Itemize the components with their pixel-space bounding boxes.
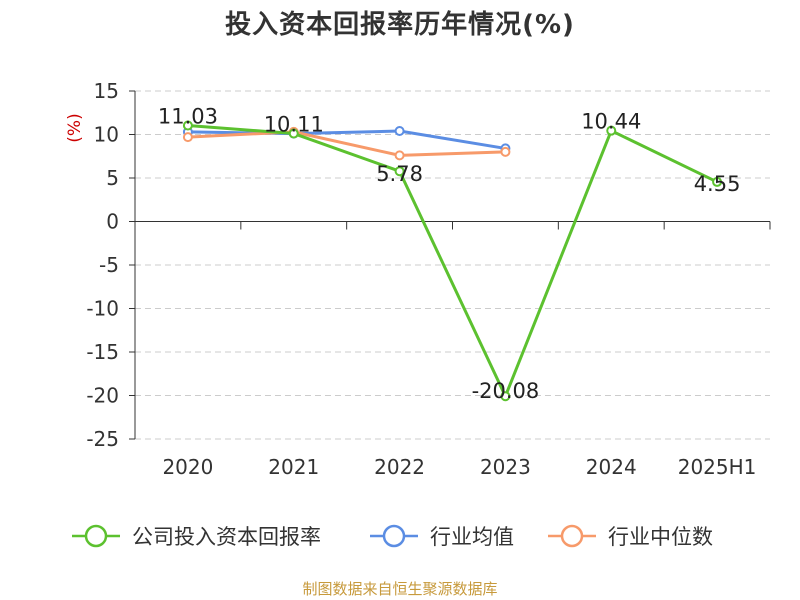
legend-label: 行业均值 — [430, 525, 514, 549]
data-point — [606, 125, 617, 136]
legend-marker — [560, 524, 584, 548]
y-tick-label: -15 — [86, 340, 119, 364]
series-line-0 — [187, 124, 718, 398]
y-tick-label: 10 — [94, 123, 119, 147]
y-axis-label: (%) — [65, 113, 85, 142]
data-point — [712, 176, 723, 187]
data-point — [182, 120, 193, 131]
x-tick-label: 2021 — [268, 455, 319, 479]
data-point — [394, 166, 405, 177]
y-tick-label: 15 — [94, 79, 119, 103]
data-label: 4.55 — [694, 172, 741, 196]
y-tick-label: -20 — [86, 384, 119, 408]
data-label: 5.78 — [376, 162, 423, 186]
data-point — [394, 126, 405, 137]
line-chart: 15 10 5 0 -5 -10 -15 -20 -25 2020 2021 2022 2023 2024… — [65, 79, 771, 549]
data-point — [500, 391, 511, 402]
data-labels: 11.03 10.11 5.78 -20.08 10.44 4.55 — [158, 105, 741, 404]
legend-label: 公司投入资本回报率 — [132, 525, 321, 549]
legend: 公司投入资本回报率 行业均值 行业中位数 — [72, 524, 713, 549]
data-label: 10.11 — [264, 113, 324, 137]
series-line-2 — [187, 130, 506, 157]
chart-title: 投入资本回报率历年情况(%) — [225, 10, 575, 40]
series-lines — [182, 120, 723, 402]
legend-marker — [84, 524, 108, 548]
data-label: 11.03 — [158, 105, 218, 129]
x-tick-label: 2020 — [162, 455, 213, 479]
legend-item: 公司投入资本回报率 — [72, 524, 321, 549]
y-tick-label: 5 — [106, 166, 119, 190]
x-tick-label: 2022 — [374, 455, 425, 479]
data-point — [182, 132, 193, 143]
data-point — [288, 128, 299, 139]
y-tick-label: -25 — [86, 427, 119, 451]
legend-item: 行业均值 — [370, 524, 514, 549]
legend-marker — [382, 524, 406, 548]
source-note: 制图数据来自恒生聚源数据库 — [302, 580, 498, 598]
data-point — [394, 150, 405, 161]
axes: 15 10 5 0 -5 -10 -15 -20 -25 2020 2021 2022 2023 2024… — [65, 79, 771, 479]
x-tick-label: 2025H1 — [678, 455, 757, 479]
legend-item: 行业中位数 — [548, 524, 713, 549]
legend-label: 行业中位数 — [608, 525, 713, 549]
data-point — [500, 146, 511, 157]
series-line-1 — [187, 129, 506, 150]
x-tick-label: 2023 — [480, 455, 531, 479]
data-label: -20.08 — [472, 379, 540, 403]
x-tick-label: 2024 — [586, 455, 637, 479]
grid-lines — [135, 90, 770, 440]
y-tick-label: 0 — [106, 210, 119, 234]
y-tick-label: -5 — [99, 253, 119, 277]
data-label: 10.44 — [581, 110, 641, 134]
y-tick-label: -10 — [86, 297, 119, 321]
